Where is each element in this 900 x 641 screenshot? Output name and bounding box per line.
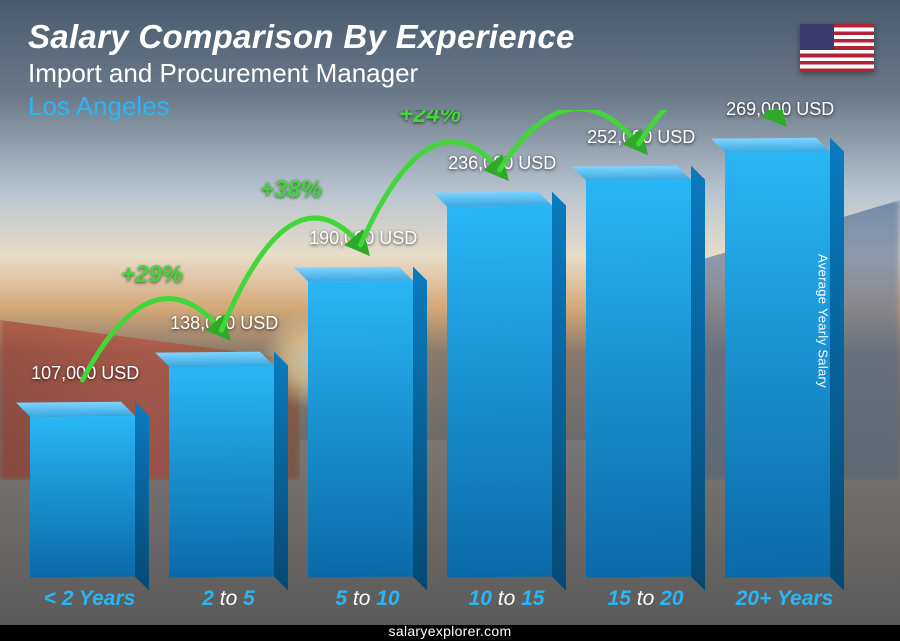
flag-icon [800,24,874,72]
bar: 252,000 USD [586,166,705,577]
x-tick: 10 to 15 [447,587,566,611]
x-tick: 5 to 10 [308,587,427,611]
y-axis-label: Average Yearly Salary [816,254,831,388]
bar: 107,000 USD [30,402,149,577]
header: Salary Comparison By Experience Import a… [28,18,575,122]
value-label: 236,000 USD [448,153,556,174]
bars-container: 107,000 USD138,000 USD190,000 USD236,000… [30,110,844,577]
x-tick: 2 to 5 [169,587,288,611]
x-tick: 20+ Years [725,587,844,611]
bar: 190,000 USD [308,267,427,577]
value-label: 138,000 USD [170,313,278,334]
value-label: 269,000 USD [726,99,834,120]
value-label: 107,000 USD [31,363,139,384]
x-axis: < 2 Years 2 to 5 5 to 10 10 to 15 15 to 20 20… [30,587,844,611]
value-label: 252,000 USD [587,127,695,148]
chart-title: Salary Comparison By Experience [28,18,575,56]
x-tick: 15 to 20 [586,587,705,611]
value-label: 190,000 USD [309,228,417,249]
salary-bar-chart: 107,000 USD138,000 USD190,000 USD236,000… [30,110,844,577]
attribution: salaryexplorer.com [389,623,512,639]
bar: 138,000 USD [169,352,288,577]
x-tick: < 2 Years [30,587,149,611]
chart-subtitle: Import and Procurement Manager [28,58,575,89]
bar: 236,000 USD [447,192,566,577]
